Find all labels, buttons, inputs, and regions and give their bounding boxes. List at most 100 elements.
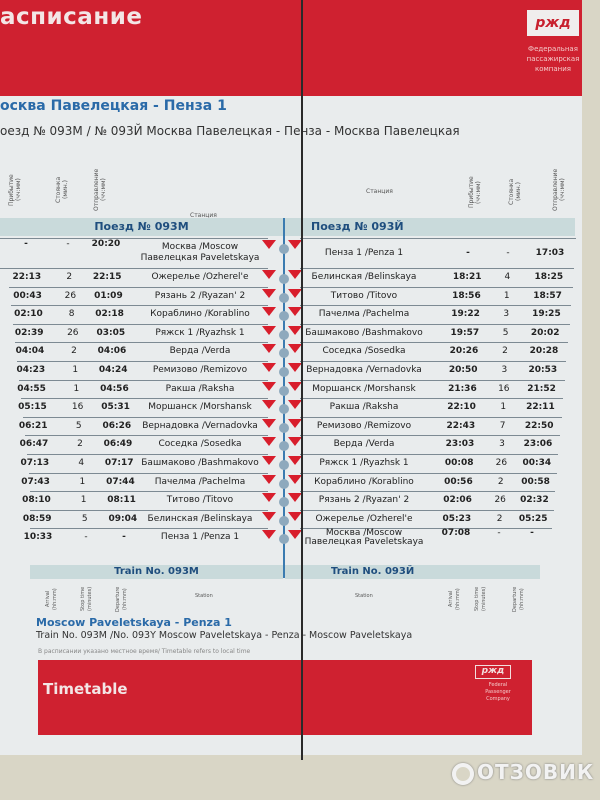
triangle-marker-icon — [288, 456, 302, 465]
table-row-left: - - 20:20 Москва /Moscow Павелецкая Pavelet… — [0, 238, 268, 268]
triangle-marker-icon — [288, 530, 302, 540]
col-station-ru-right: Станция — [366, 188, 393, 195]
stop-minutes: 4 — [504, 272, 511, 282]
triangle-marker-icon — [288, 437, 302, 447]
stop-minutes: 2 — [497, 476, 504, 487]
departure-time: 00:58 — [521, 476, 550, 487]
stop-minutes: 26 — [494, 495, 506, 506]
arrival-time: 08:10 — [22, 495, 51, 506]
header-band: асписание ржд Федеральная пассажирская к… — [0, 0, 582, 96]
station-dot-icon — [279, 329, 289, 340]
table-row-right: Белинская /Belinskaya 18:21 4 18:25 — [300, 268, 575, 287]
station-dot-icon — [279, 348, 289, 359]
stop-minutes: 1 — [73, 383, 80, 394]
arrival-time: 18:21 — [452, 272, 482, 282]
table-row-right: Ремизово /Remizovo 22:43 7 22:50 — [300, 416, 562, 436]
arrival-time: 04:04 — [15, 346, 45, 357]
stop-minutes: 4 — [78, 458, 85, 468]
arrival-time: 22:13 — [12, 272, 42, 282]
route-title: осква Павелецкая - Пенза 1 — [0, 98, 227, 114]
station-name: Титово /Titovo — [330, 290, 398, 301]
train-right-footer: Train No. 093Й — [285, 565, 540, 579]
station-dot-icon — [279, 441, 289, 452]
route-title-en: Moscow Paveletskaya - Penza 1 — [36, 616, 232, 629]
departure-time: 17:03 — [535, 248, 565, 258]
arrival-time: 00:56 — [444, 476, 473, 487]
arrival-time: 07:13 — [20, 458, 50, 468]
station-name: Кораблино /Korablino — [150, 309, 250, 320]
col-station-en: Station — [195, 593, 213, 599]
station-name: Ряжск 1 /Ryazhsk 1 — [319, 458, 409, 468]
table-row-right: Соседка /Sosedka 20:26 2 20:28 — [300, 342, 568, 361]
station-name: Верда /Verda — [169, 346, 231, 357]
triangle-marker-icon — [288, 344, 302, 354]
col-arrival-ru: Прибытие (чч:мм) — [8, 174, 22, 206]
station-name: Башмаково /Bashmakovo — [305, 327, 423, 338]
stop-minutes: 1 — [500, 402, 507, 413]
arrival-time: 21:36 — [448, 383, 477, 394]
col-stop-ru-right: Стоянка (мин.) — [508, 178, 522, 206]
station-dot-icon — [279, 534, 289, 545]
station-name: Вернадовка /Vernadovka — [142, 420, 258, 431]
table-row-left: 07:13 4 07:17 Башмаково /Bashmakovo — [20, 454, 268, 473]
triangle-marker-icon — [262, 307, 276, 317]
departure-time: 20:02 — [530, 327, 560, 338]
stop-minutes: 16 — [498, 383, 510, 394]
stop-minutes: 1 — [79, 476, 86, 487]
departure-time: 09:04 — [108, 513, 138, 524]
station-name: Пенза 1 /Penza 1 — [324, 248, 404, 258]
table-row-right: Пенза 1 /Penza 1 - - 17:03 — [300, 238, 576, 268]
arrival-time: 23:03 — [445, 439, 475, 450]
stop-minutes: 2 — [77, 439, 83, 450]
stop-minutes: 16 — [71, 402, 84, 413]
triangle-marker-icon — [262, 400, 276, 410]
arrival-time: 05:15 — [18, 402, 47, 413]
triangle-marker-icon — [262, 418, 276, 428]
triangle-marker-icon — [262, 511, 276, 521]
arrival-time: 20:50 — [448, 365, 478, 375]
arrival-time: 07:08 — [441, 528, 471, 539]
arrival-time: 00:43 — [13, 290, 42, 301]
departure-time: 01:09 — [94, 290, 123, 301]
table-row-right: Моршанск /Morshansk 21:36 16 21:52 — [300, 379, 565, 399]
arrival-time: - — [466, 248, 470, 258]
watermark-logo-icon — [452, 762, 474, 785]
station-dot-icon — [279, 404, 289, 415]
arrival-time: 07:43 — [21, 476, 50, 487]
station-dot-icon — [279, 478, 289, 489]
table-row-left: 08:10 1 08:11 Титово /Titovo — [22, 491, 268, 510]
stop-minutes: 1 — [80, 495, 87, 506]
table-row-right: Титово /Titovo 18:56 1 18:57 — [300, 286, 573, 306]
departure-time: 06:26 — [102, 420, 132, 431]
stop-minutes: - — [497, 528, 501, 539]
table-row-left: 04:55 1 04:56 Ракша /Raksha — [17, 379, 268, 399]
company-name: Федеральная пассажирская компания — [526, 45, 580, 73]
station-name: Ремизово /Remizovo — [316, 420, 412, 431]
table-row-right: Ряжск 1 /Ryazhsk 1 00:08 26 00:34 — [300, 454, 559, 473]
arrival-time: 20:26 — [449, 346, 479, 357]
departure-time: 04:56 — [100, 383, 129, 394]
station-name: Кораблино /Korablino — [314, 476, 414, 487]
triangle-marker-icon — [262, 530, 276, 540]
triangle-marker-icon — [288, 363, 302, 372]
col-departure-en-right: Departure (hh:mm) — [512, 586, 525, 612]
table-row-right: Вернадовка /Vernadovka 20:50 3 20:53 — [300, 361, 567, 380]
station-dot-icon — [279, 385, 289, 396]
arrival-time: 08:59 — [22, 513, 52, 524]
station-name: Ракша /Raksha — [165, 383, 235, 394]
departure-time: 23:06 — [523, 439, 553, 450]
triangle-marker-icon — [288, 400, 302, 410]
arrival-time: 22:43 — [446, 420, 476, 431]
station-name: Рязань 2 /Ryazan' 2 — [318, 495, 410, 506]
station-name: Пачелма /Pachelma — [154, 476, 246, 487]
stop-minutes: 2 — [496, 513, 503, 524]
table-row-left: 06:47 2 06:49 Соседка /Sosedka — [20, 435, 268, 454]
station-name: Моршанск /Morshansk — [312, 383, 416, 394]
station-name: Ряжск 1 /Ryazhsk 1 — [155, 327, 245, 338]
table-row-left: 00:43 26 01:09 Рязань 2 /Ryazan' 2 — [9, 286, 268, 306]
station-name: Белинская /Belinskaya — [147, 513, 253, 524]
departure-time: 20:28 — [529, 346, 559, 357]
station-name: Ожерелье /Ozherel'e — [151, 272, 249, 282]
departure-time: - — [122, 532, 126, 543]
triangle-marker-icon — [288, 325, 302, 335]
